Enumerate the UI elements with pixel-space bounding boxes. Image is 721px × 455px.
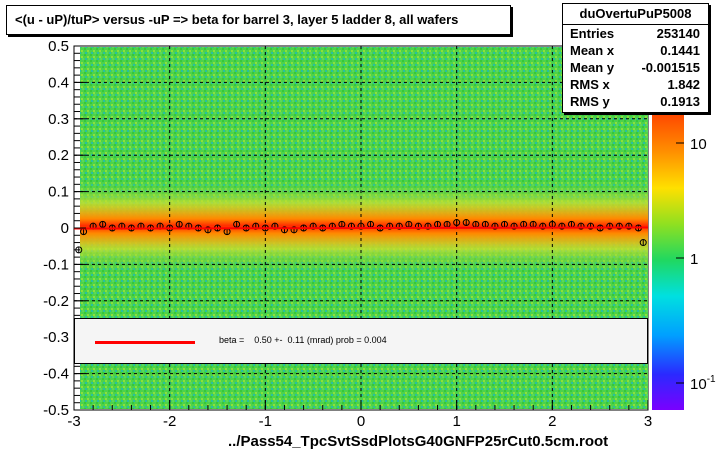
stats-label: RMS y xyxy=(570,94,610,109)
stats-box: duOvertuPuP5008 Entries 253140 Mean x 0.… xyxy=(562,3,709,113)
stats-row-rms-y: RMS y 0.1913 xyxy=(563,93,708,110)
profile-point xyxy=(606,222,614,230)
stats-value: 0.1441 xyxy=(660,43,700,58)
profile-point xyxy=(491,222,499,230)
profile-point xyxy=(290,226,298,234)
legend-line-swatch xyxy=(95,341,195,344)
chart-title: <(u - uP)/tuP> versus -uP => beta for ba… xyxy=(6,5,511,35)
stats-label: Mean x xyxy=(570,43,615,58)
y-tick-label: 0.3 xyxy=(48,111,69,128)
y-tick-label: -0.1 xyxy=(43,256,69,273)
profile-point xyxy=(462,219,470,227)
profile-point xyxy=(639,239,647,247)
profile-point xyxy=(99,220,107,228)
profile-point xyxy=(395,222,403,230)
y-tick-label: -0.5 xyxy=(43,402,69,419)
profile-point xyxy=(453,219,461,227)
profile-point xyxy=(587,222,595,230)
stats-value: -0.001515 xyxy=(641,60,700,75)
profile-point xyxy=(386,222,394,230)
profile-markers xyxy=(75,219,647,254)
profile-point xyxy=(577,222,585,230)
x-axis-title: ../Pass54_TpcSvtSsdPlotsG40GNFP25rCut0.5… xyxy=(228,433,609,450)
axes: -3 -2 -1 0 1 2 3 0.5 0.4 0.3 0.2 0.1 0 -0.1 -0.2 -0.3 -0… xyxy=(43,38,652,430)
color-scale-tick-exponent: -1 xyxy=(707,374,716,385)
y-tick-label: -0.4 xyxy=(43,366,69,383)
stats-label: RMS x xyxy=(570,77,610,92)
profile-point xyxy=(204,226,212,234)
profile-point xyxy=(558,222,566,230)
stats-value: 0.1913 xyxy=(660,94,700,109)
stats-value: 1.842 xyxy=(667,77,700,92)
color-scale-tick-label: 10 xyxy=(690,136,707,153)
x-tick-label: 2 xyxy=(548,413,556,430)
color-scale-tick-label: 1 xyxy=(690,251,698,268)
stats-row-mean-x: Mean x 0.1441 xyxy=(563,42,708,59)
x-tick-label: 0 xyxy=(357,413,365,430)
stats-value: 253140 xyxy=(656,26,700,41)
stats-label: Mean y xyxy=(570,60,615,75)
y-tick-label: 0.2 xyxy=(48,147,69,164)
profile-point xyxy=(414,222,422,230)
x-tick-label: 1 xyxy=(452,413,460,430)
profile-point xyxy=(424,222,432,230)
profile-point xyxy=(357,222,365,230)
profile-point xyxy=(328,222,336,230)
y-tick-label: -0.2 xyxy=(43,293,69,310)
legend-text: beta = 0.50 +- 0.11 (mrad) prob = 0.004 xyxy=(219,335,387,345)
x-tick-label: -1 xyxy=(259,413,272,430)
fit-legend: beta = 0.50 +- 0.11 (mrad) prob = 0.004 xyxy=(74,318,648,364)
y-tick-label: 0.5 xyxy=(48,38,69,55)
y-tick-label: 0.1 xyxy=(48,184,69,201)
profile-point xyxy=(510,222,518,230)
profile-point xyxy=(271,222,279,230)
stats-row-mean-y: Mean y -0.001515 xyxy=(563,59,708,76)
profile-point xyxy=(625,222,633,230)
x-tick-label: 3 xyxy=(644,413,652,430)
y-tick-label: 0.4 xyxy=(48,74,69,91)
profile-point xyxy=(280,226,288,234)
profile-point xyxy=(615,222,623,230)
y-tick-label: 0 xyxy=(61,220,69,237)
fit-line xyxy=(73,226,649,230)
profile-point xyxy=(309,222,317,230)
y-tick-label: -0.3 xyxy=(43,329,69,346)
color-scale-tick-label: 10-1 xyxy=(690,374,716,393)
stats-row-entries: Entries 253140 xyxy=(563,25,708,42)
profile-point xyxy=(539,222,547,230)
stats-histogram-name: duOvertuPuP5008 xyxy=(563,4,708,25)
stats-label: Entries xyxy=(570,26,615,41)
profile-point xyxy=(347,222,355,230)
x-tick-label: -2 xyxy=(163,413,176,430)
stats-row-rms-x: RMS x 1.842 xyxy=(563,76,708,93)
x-tick-label: -3 xyxy=(67,413,80,430)
color-scale xyxy=(652,110,684,410)
